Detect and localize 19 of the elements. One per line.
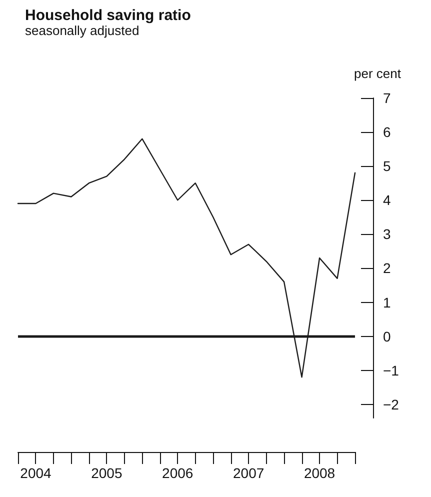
- line-series: [17, 138, 356, 378]
- y-tick-label: 4: [383, 192, 391, 208]
- y-tick-label: 7: [383, 90, 391, 106]
- y-tick-label: 5: [383, 158, 391, 174]
- chart-title: Household saving ratio: [25, 7, 191, 24]
- chart-subtitle: seasonally adjusted: [25, 23, 140, 38]
- x-tick-label: 2005: [91, 465, 122, 481]
- x-tick-label: 2004: [20, 465, 52, 481]
- y-tick-label: 0: [383, 328, 391, 344]
- y-tick-label: 6: [383, 124, 391, 140]
- x-tick-label: 2007: [233, 465, 264, 481]
- y-tick-label: 2: [383, 260, 391, 276]
- y-tick-label: 3: [383, 226, 391, 242]
- x-tick-label: 2008: [304, 465, 336, 481]
- x-tick-label: 2006: [162, 465, 194, 481]
- y-tick-label: 1: [383, 294, 391, 310]
- y-tick-label: −1: [383, 362, 400, 378]
- y-tick-label: −2: [383, 396, 400, 412]
- y-axis-title: per cent: [354, 66, 402, 81]
